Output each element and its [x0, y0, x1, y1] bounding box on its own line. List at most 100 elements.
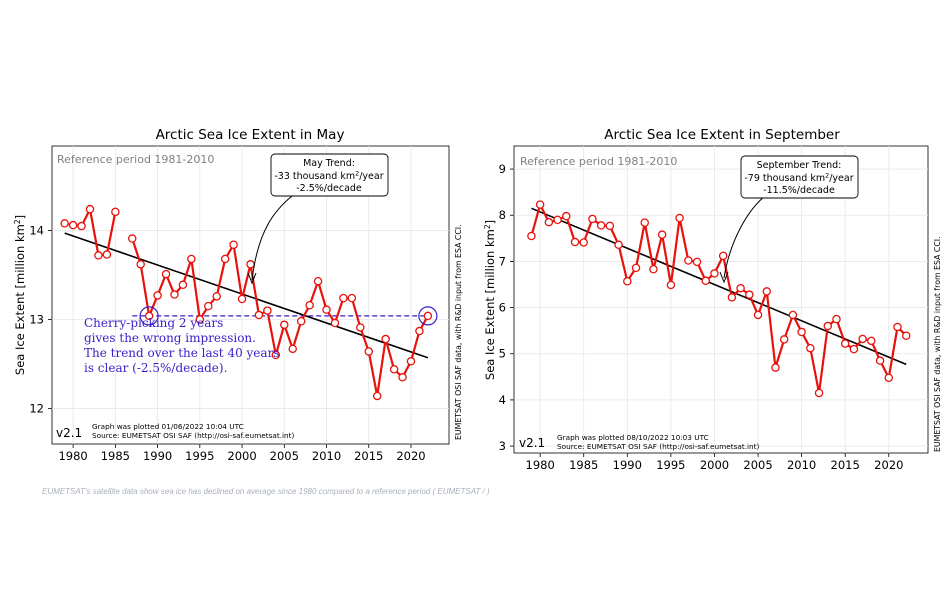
- sep-footer-line2: Source: EUMETSAT OSI SAF (http://osi-saf…: [557, 442, 760, 451]
- may-x-tick-label: 1980: [58, 449, 87, 463]
- may-data-point: [415, 326, 424, 336]
- sep-x-tick-label: 1990: [613, 458, 642, 472]
- sep-data-point: [657, 230, 667, 239]
- may-x-tick-label: 2000: [227, 449, 256, 463]
- sep-y-tick-label: 3: [499, 439, 506, 453]
- sep-data-point: [884, 373, 894, 383]
- sep-ylabel-end: ]: [483, 220, 497, 225]
- sep-trend-line2-end: /year: [829, 173, 853, 184]
- may-y-tick-label: 14: [29, 224, 44, 238]
- may-data-point: [423, 311, 433, 321]
- may-data-point: [136, 260, 145, 269]
- may-data-point: [271, 350, 281, 360]
- may-footer-line1: Graph was plotted 01/06/2022 10:04 UTC: [92, 422, 244, 431]
- sep-data-point: [649, 265, 658, 274]
- sep-data-point: [745, 290, 754, 299]
- sep-x-tick-label: 2020: [874, 458, 903, 472]
- sep-data-point: [840, 339, 850, 348]
- may-data-point: [389, 365, 399, 374]
- may-data-point: [85, 204, 95, 214]
- sep-x-tick-label: 1985: [569, 458, 598, 472]
- sep-data-point: [762, 287, 772, 296]
- may-data-point: [406, 357, 416, 366]
- may-data-point: [381, 334, 390, 344]
- may-annotation-line1: Cherry-picking 2 years: [84, 316, 223, 330]
- may-axes: 1980 1985 1990 1995 2000 2005 2010 2015 2020 12 13…: [29, 224, 425, 463]
- sep-data-point: [771, 363, 780, 372]
- may-highlight-circle: [139, 306, 159, 326]
- sep-data-point: [631, 263, 641, 273]
- sep-data-point: [675, 213, 684, 223]
- may-data-point: [356, 323, 365, 332]
- sep-trend-line1: September Trend:: [757, 160, 842, 171]
- may-data-point: [288, 344, 297, 354]
- may-data-point: [94, 251, 103, 260]
- sep-data-point: [692, 257, 702, 267]
- sep-y-tick-label: 9: [499, 162, 506, 176]
- may-highlight-circle: [418, 306, 438, 326]
- may-data-point: [229, 240, 238, 249]
- may-data-point: [364, 347, 374, 356]
- may-data-point: [347, 293, 357, 303]
- sep-data-point: [710, 269, 719, 278]
- sep-trend-line2-sup: 2: [825, 172, 829, 180]
- sep-data-point: [640, 218, 649, 227]
- may-trend-line1: May Trend:: [303, 158, 355, 169]
- may-trend-arrowhead: [247, 272, 257, 285]
- sep-points: [527, 200, 911, 398]
- sep-y-axis-label: Sea Ice Extent [million km2]: [483, 220, 497, 380]
- sep-data-point: [727, 293, 737, 302]
- may-data-point: [153, 291, 162, 300]
- sep-data-point: [753, 310, 763, 320]
- sep-data-point: [684, 256, 693, 265]
- may-annotation-line4: is clear (-2.5%/decade).: [84, 361, 227, 375]
- may-points: [60, 204, 433, 401]
- may-data-point: [127, 234, 137, 243]
- may-highlights: [139, 306, 438, 326]
- may-data-point: [330, 318, 340, 328]
- sep-data-point: [718, 251, 728, 261]
- may-data-point: [305, 300, 314, 310]
- sep-data-point: [562, 211, 571, 221]
- may-x-tick-label: 2020: [396, 449, 425, 463]
- sep-data-point: [823, 321, 833, 331]
- sep-plot-frame: [513, 145, 929, 454]
- may-data-point: [246, 260, 255, 269]
- may-data-point: [398, 373, 407, 382]
- sep-x-tick-label: 2000: [700, 458, 729, 472]
- sep-data-point: [553, 215, 562, 225]
- may-data-point: [195, 315, 205, 324]
- sep-y-tick-label: 7: [499, 254, 506, 268]
- sep-data-point: [779, 335, 789, 344]
- may-data-point: [170, 290, 179, 299]
- sep-data-point: [570, 237, 580, 247]
- sep-data-point: [875, 356, 885, 365]
- may-x-tick-label: 1990: [143, 449, 172, 463]
- may-data-point: [280, 320, 289, 330]
- may-trend-line2-main: -33 thousand km: [274, 171, 355, 182]
- sep-data-point: [701, 276, 710, 286]
- may-trend-line2-sup: 2: [355, 170, 359, 178]
- sep-footer-line1: Graph was plotted 08/10/2022 10:03 UTC: [557, 433, 709, 442]
- sep-data-point: [814, 388, 824, 398]
- sep-data-point: [527, 231, 536, 241]
- may-trend-box: [270, 153, 389, 197]
- may-trend-line3: -2.5%/decade: [296, 183, 362, 194]
- may-data-point: [237, 294, 247, 304]
- may-data-point: [68, 220, 78, 230]
- sep-axes: 1980 1985 1990 1995 2000 2005 2010 2015 2020 3 4 5 6…: [499, 162, 904, 472]
- sep-data-point: [666, 280, 676, 290]
- sep-side-note: EUMETSAT OSI SAF data, with R&D input fr…: [933, 236, 942, 452]
- sep-data-point: [849, 344, 859, 354]
- sep-data-point: [806, 343, 815, 353]
- sep-data-point: [893, 322, 902, 332]
- may-reference-period: Reference period 1981-2010: [57, 153, 214, 166]
- may-data-point: [77, 221, 86, 231]
- sep-grid: [514, 146, 928, 453]
- image-caption: EUMETSAT's satellite data show sea ice h…: [42, 487, 490, 496]
- sep-version: v2.1: [519, 436, 545, 450]
- sep-x-tick-label: 2010: [787, 458, 816, 472]
- sep-data-point: [867, 336, 876, 346]
- sep-data-point: [605, 221, 615, 231]
